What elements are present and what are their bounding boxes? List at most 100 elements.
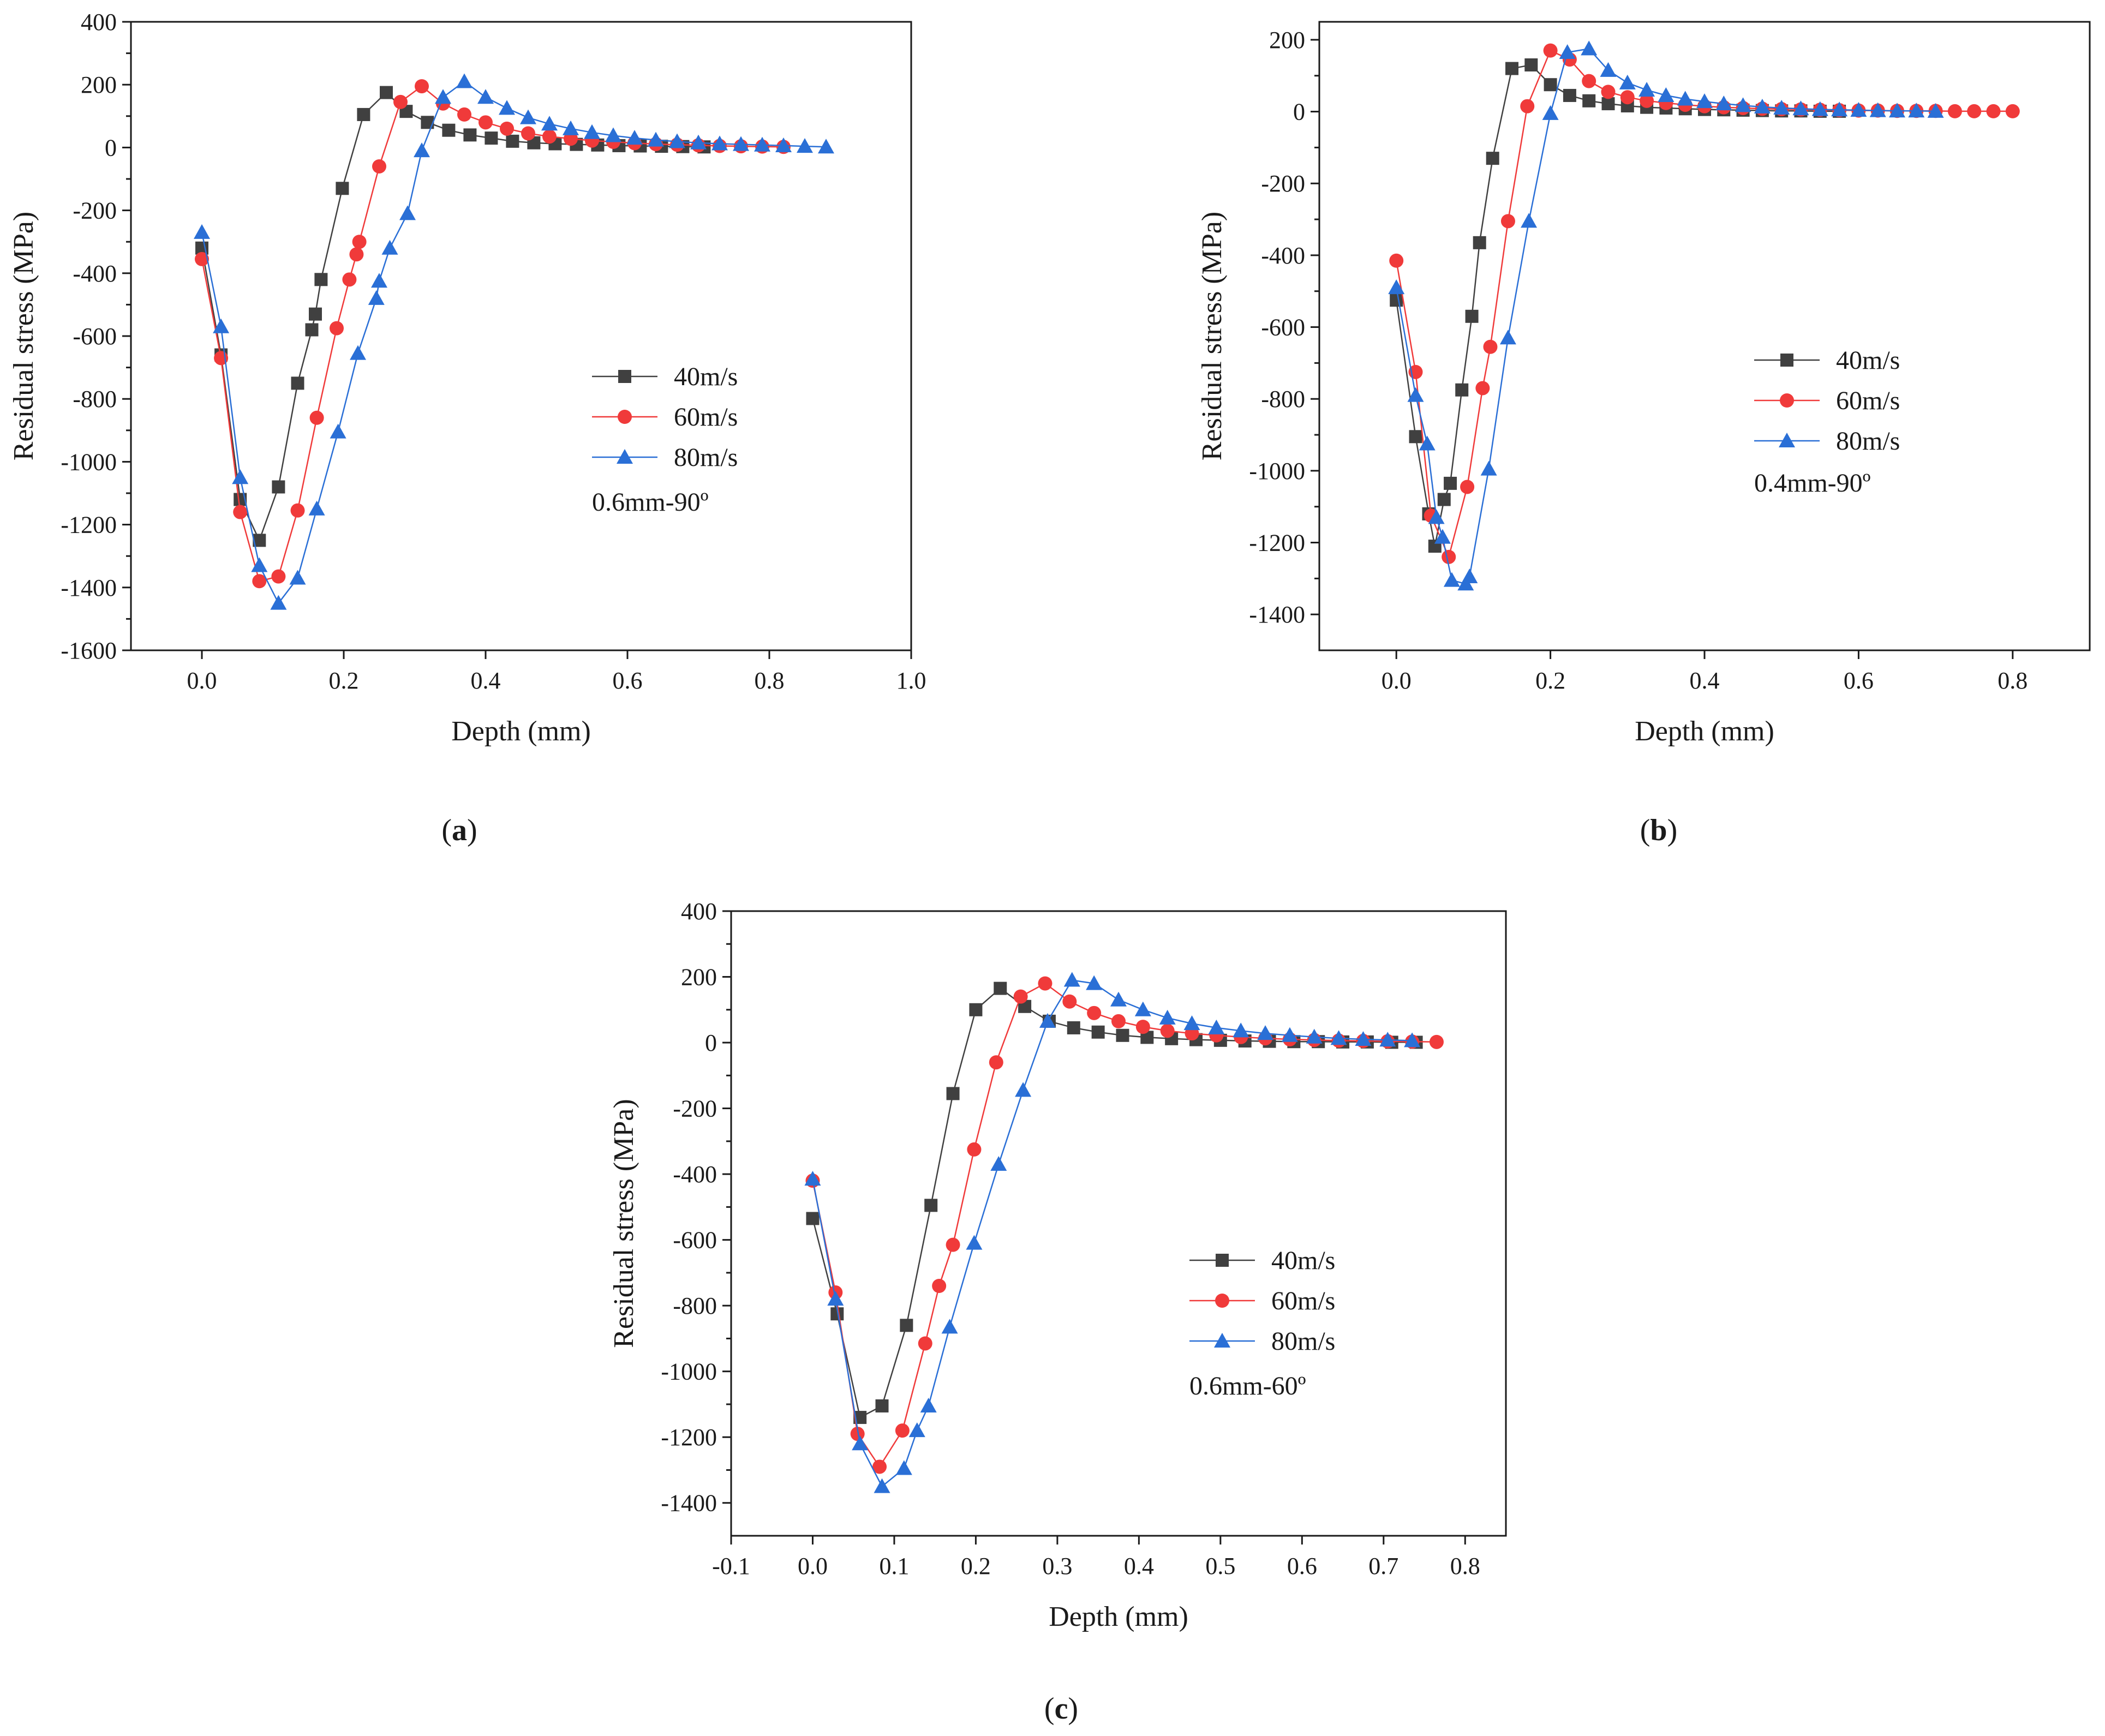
data-point (895, 1460, 912, 1475)
data-point (213, 318, 230, 333)
data-point (989, 1055, 1003, 1070)
data-point (305, 323, 319, 337)
series-line (1395, 64, 1840, 547)
x-tick-label: 0.1 (879, 1553, 909, 1579)
y-tick-label: -600 (73, 323, 117, 350)
data-point (1116, 1028, 1129, 1042)
y-tick-label: -800 (73, 386, 117, 412)
panel-c-label: (c) (1044, 1692, 1078, 1726)
data-point (900, 1319, 913, 1332)
legend-marker (1214, 1333, 1230, 1348)
data-point (232, 469, 249, 484)
y-tick-label: 400 (81, 9, 117, 35)
y-tick-label: 0 (705, 1029, 717, 1056)
x-tick-label: 0.7 (1368, 1553, 1398, 1579)
data-point (463, 128, 477, 142)
data-point (289, 570, 306, 585)
data-point (380, 86, 393, 99)
x-tick-label: 0.8 (1998, 667, 2028, 694)
data-point (711, 135, 728, 151)
data-point (352, 235, 367, 249)
data-point (1409, 430, 1422, 444)
data-point (485, 131, 498, 145)
series-80m/s (194, 73, 834, 610)
data-point (1087, 1005, 1102, 1020)
data-point (872, 1459, 887, 1474)
data-point (1582, 94, 1596, 107)
x-axis-title: Depth (mm) (1635, 716, 1774, 747)
data-point (895, 1423, 910, 1438)
data-point (314, 273, 328, 286)
data-point (994, 981, 1007, 995)
data-point (1455, 383, 1469, 397)
data-point (1967, 104, 1982, 118)
data-point (875, 1399, 889, 1412)
panel-a: -1600 -1400 -1200 -1000 -800 -600 -400 -200 0 200… (8, 9, 926, 847)
data-point (852, 1435, 869, 1451)
data-point (1500, 214, 1515, 229)
data-point (733, 136, 749, 151)
data-point (477, 89, 494, 104)
data-point (1947, 104, 1962, 118)
y-tick-label: -1400 (61, 574, 117, 601)
data-point (1067, 1021, 1080, 1034)
y-tick-label: 200 (81, 71, 117, 98)
plot-frame (730, 910, 1507, 1537)
data-point (1811, 101, 1828, 116)
data-point (1927, 103, 1944, 118)
data-point (1434, 529, 1451, 544)
data-point (1601, 97, 1615, 111)
data-point (1850, 101, 1867, 117)
data-point (1159, 1009, 1176, 1025)
data-point (309, 410, 324, 425)
data-point (271, 569, 286, 584)
panel-a-label: (a) (441, 813, 477, 847)
series-line (201, 91, 704, 542)
data-point (1559, 44, 1576, 59)
data-point (908, 1422, 925, 1438)
series-40m/s (806, 981, 1423, 1424)
data-point (1437, 493, 1451, 506)
data-point (690, 134, 707, 149)
legend-marker (618, 370, 631, 383)
data-point (1869, 102, 1886, 117)
data-point (1208, 1019, 1225, 1034)
series-80m/s (804, 972, 1421, 1493)
data-point (381, 240, 398, 255)
panel-b: -1400 -1200 -1000 -800 -600 -400 -200 0 200 0.0 0.… (1197, 21, 2091, 847)
y-tick-label: -1000 (661, 1358, 717, 1385)
y-tick-label: -400 (673, 1161, 717, 1188)
panel-b-plot: -1400 -1200 -1000 -800 -600 -400 -200 0 200 0.0 0.… (1197, 21, 2091, 747)
panel-c: -1400 -1200 -1000 -800 -600 -400 -200 0 200 400 -0… (608, 898, 1507, 1726)
data-point (605, 127, 621, 142)
data-point (946, 1237, 960, 1252)
y-tick-label: -600 (673, 1227, 717, 1254)
legend-label: 40m/s (1271, 1246, 1335, 1275)
data-point (1461, 568, 1478, 584)
data-point (520, 109, 536, 124)
x-tick-label: 0.4 (471, 667, 501, 694)
data-point (1601, 85, 1616, 99)
data-point (1389, 253, 1404, 268)
y-tick-label: -1600 (61, 637, 117, 664)
data-point (1735, 97, 1751, 112)
legend-marker (1216, 1254, 1229, 1267)
data-point (584, 124, 600, 139)
data-point (946, 1087, 960, 1100)
y-tick-label: -1200 (61, 512, 117, 538)
x-tick-label: 0.2 (961, 1553, 991, 1579)
data-point (1465, 309, 1479, 323)
data-point (1091, 1025, 1105, 1039)
legend-label: 40m/s (1836, 346, 1900, 375)
data-point (1388, 279, 1405, 295)
y-tick-label: -1000 (61, 448, 117, 475)
data-point (349, 247, 364, 262)
data-point (1428, 509, 1445, 524)
y-tick-label: -600 (1261, 314, 1305, 341)
y-tick-label: 0 (105, 134, 117, 161)
data-point (797, 138, 813, 153)
x-tick-label: 0.4 (1124, 1553, 1154, 1579)
y-tick-label: -1200 (661, 1424, 717, 1451)
data-point (1039, 1013, 1056, 1028)
data-point (1257, 1025, 1274, 1040)
